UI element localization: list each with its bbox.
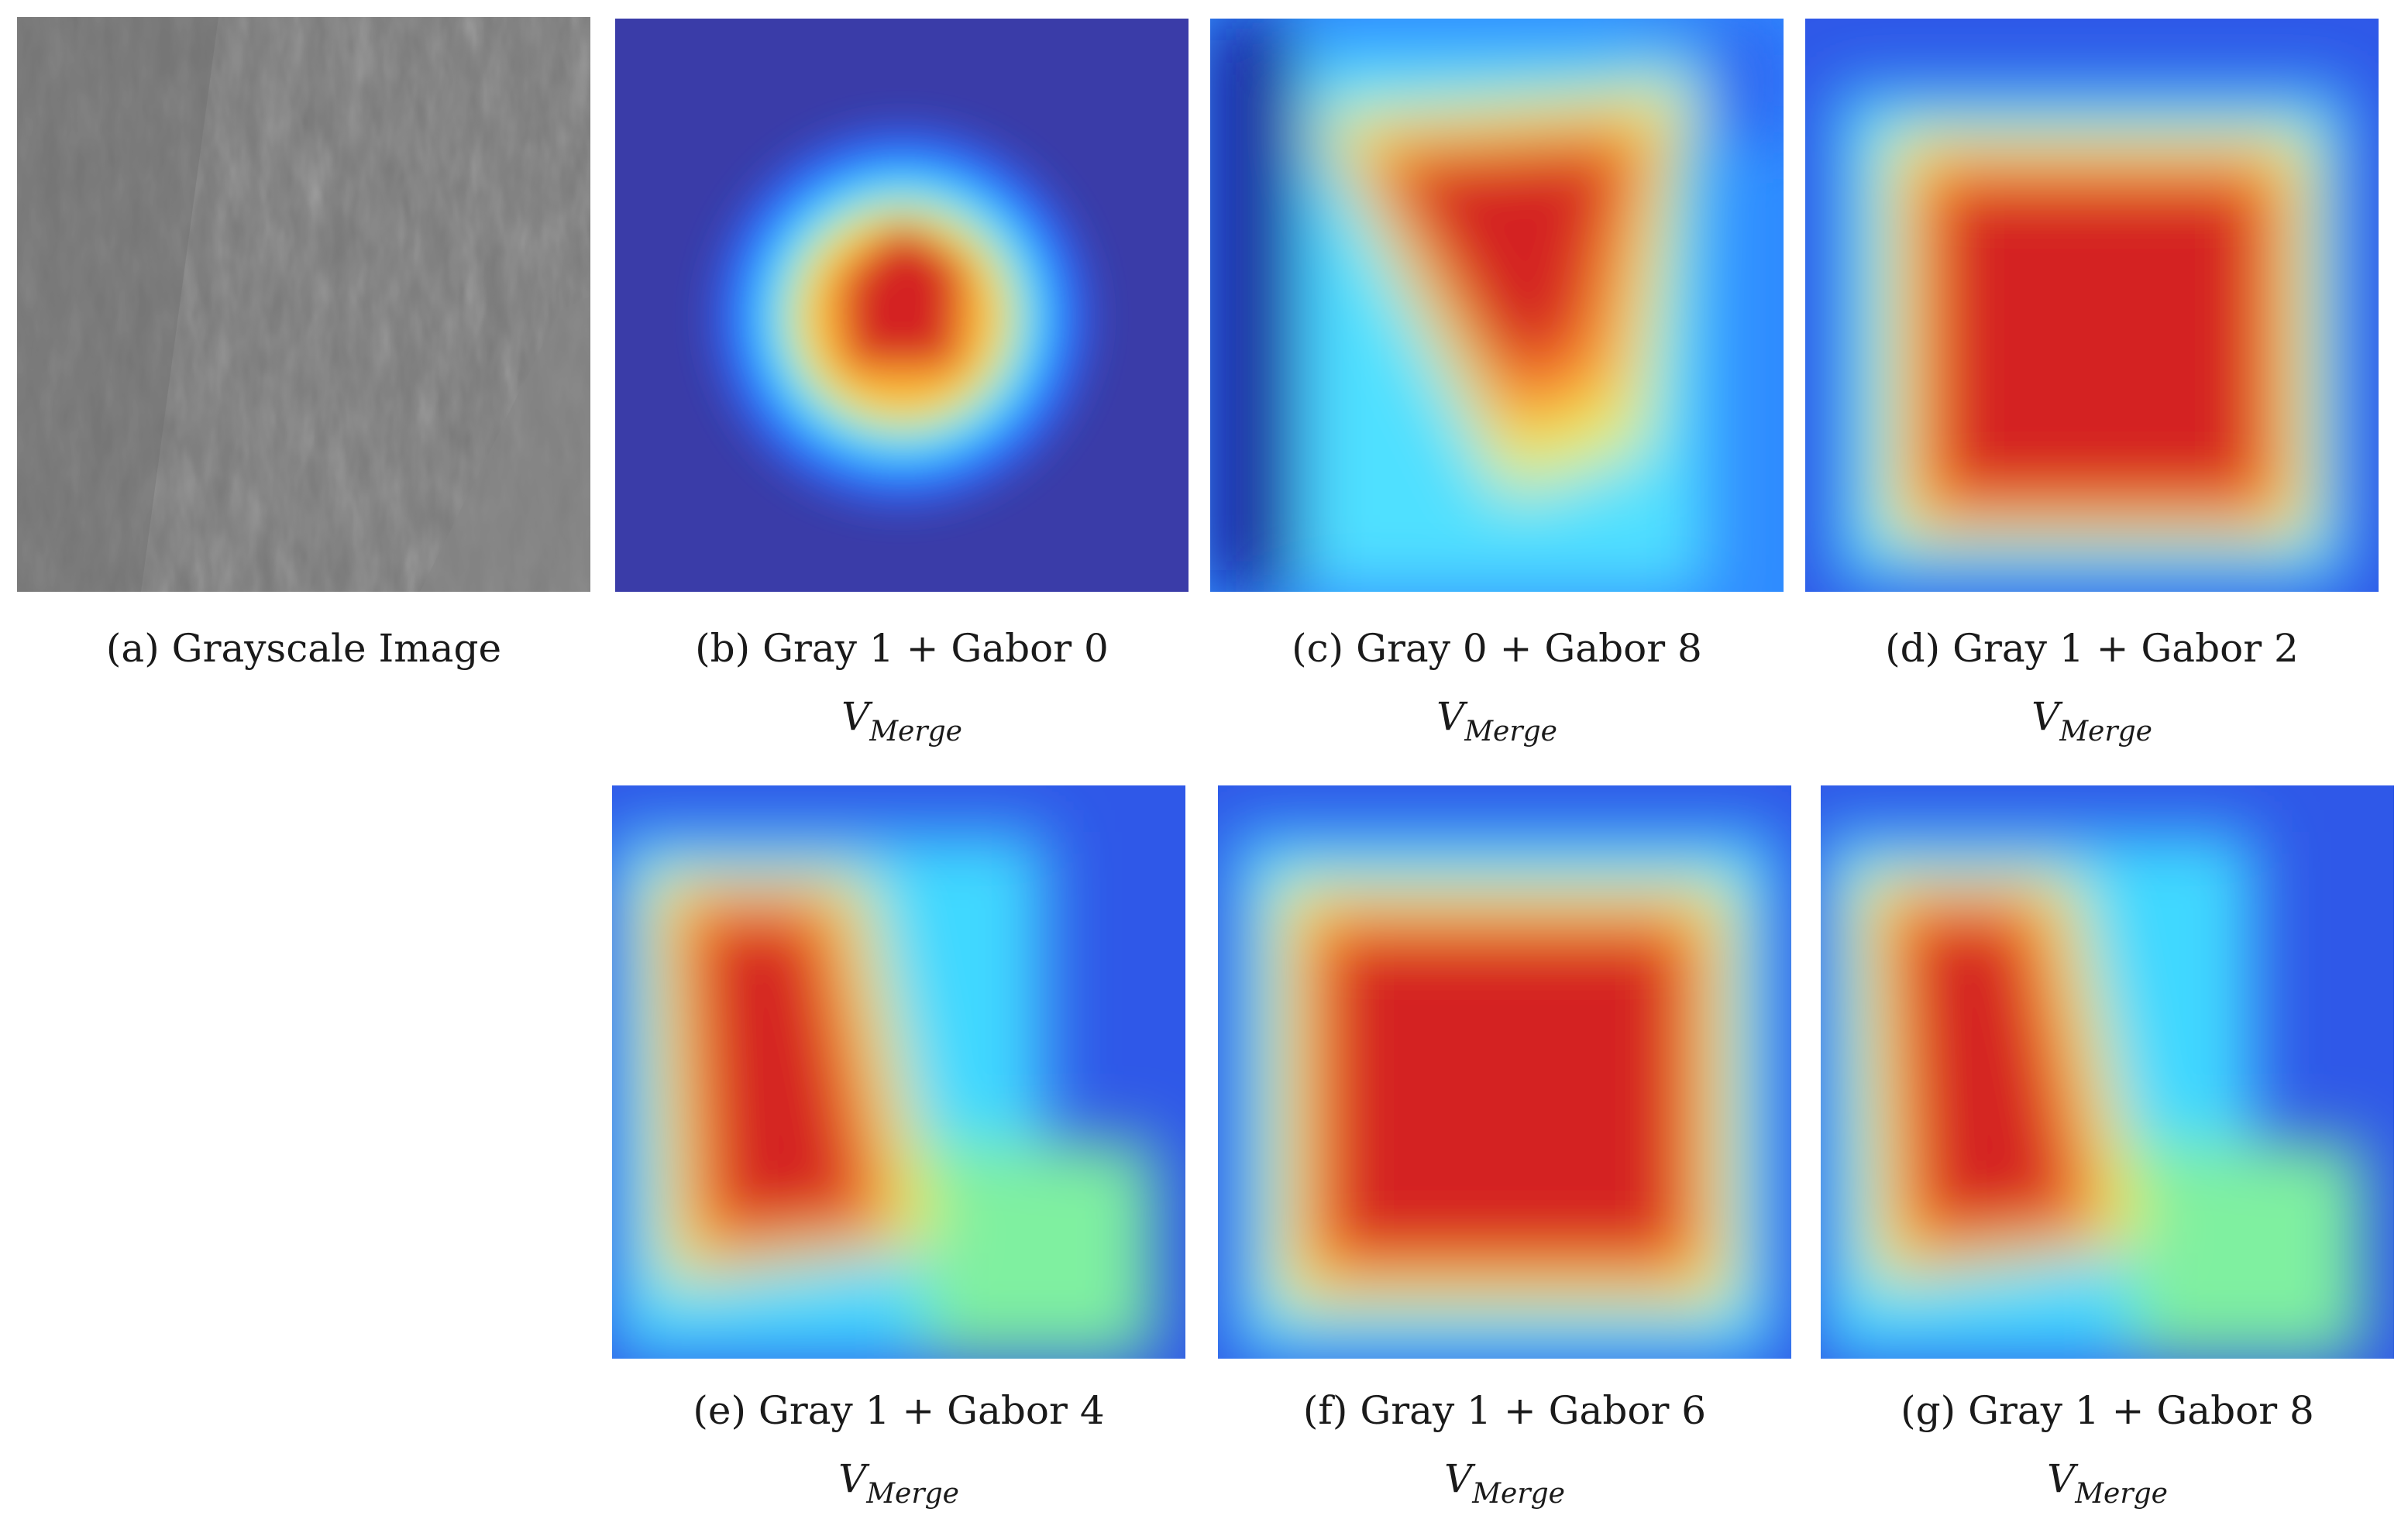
caption-d: (d) Gray 1 + Gabor 2 bbox=[1885, 626, 2299, 671]
subcaption-c: VMerge bbox=[1436, 694, 1557, 747]
heatmap-b bbox=[615, 19, 1189, 592]
subcaption-e: VMerge bbox=[838, 1456, 959, 1510]
caption-g: (g) Gray 1 + Gabor 8 bbox=[1901, 1388, 2314, 1433]
caption-b: (b) Gray 1 + Gabor 0 bbox=[695, 626, 1109, 671]
caption-c: (c) Gray 0 + Gabor 8 bbox=[1292, 626, 1702, 671]
subcaption-g: VMerge bbox=[2047, 1456, 2168, 1510]
heatmap-d bbox=[1805, 19, 2379, 592]
grayscale-image bbox=[17, 17, 590, 592]
subcaption-b: VMerge bbox=[841, 694, 962, 747]
heatmap-c bbox=[1210, 19, 1784, 592]
heatmap-g bbox=[1821, 785, 2394, 1359]
caption-e: (e) Gray 1 + Gabor 4 bbox=[693, 1388, 1105, 1433]
heatmap-f bbox=[1218, 785, 1791, 1359]
caption-a: (a) Grayscale Image bbox=[105, 626, 502, 671]
subcaption-f: VMerge bbox=[1444, 1456, 1565, 1510]
heatmap-e bbox=[612, 785, 1185, 1359]
subcaption-d: VMerge bbox=[2031, 694, 2152, 747]
caption-f: (f) Gray 1 + Gabor 6 bbox=[1302, 1388, 1707, 1433]
